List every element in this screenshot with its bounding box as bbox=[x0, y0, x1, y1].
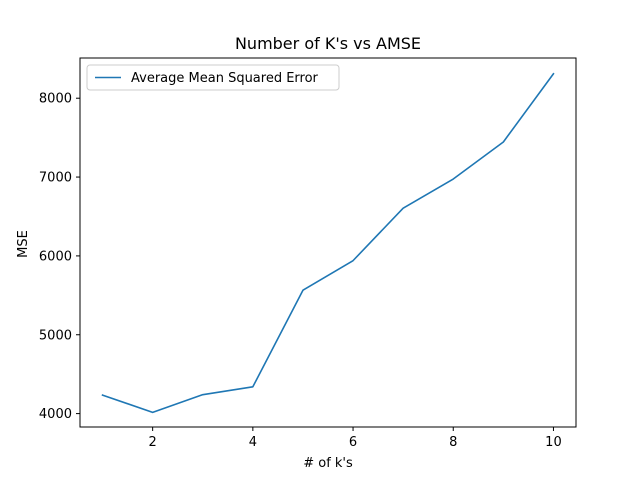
chart-title: Number of K's vs AMSE bbox=[235, 34, 421, 53]
series-line bbox=[101, 72, 555, 414]
axes-frame bbox=[79, 57, 577, 428]
legend: Average Mean Squared Error bbox=[86, 64, 340, 91]
y-tick-label: 5000 bbox=[39, 328, 72, 343]
x-axis-label: # of k's bbox=[303, 456, 353, 471]
y-tick-label: 8000 bbox=[39, 92, 72, 107]
legend-label: Average Mean Squared Error bbox=[131, 71, 319, 86]
x-tick-label: 4 bbox=[249, 435, 257, 450]
y-tick-label: 4000 bbox=[39, 407, 72, 422]
x-tick-label: 6 bbox=[349, 435, 357, 450]
y-tick-label: 6000 bbox=[39, 249, 72, 264]
x-tick-label: 2 bbox=[149, 435, 157, 450]
legend-box bbox=[86, 64, 340, 91]
plot-area: 2 4 6 8 10 4000 5000 6000 7000 8000 bbox=[39, 57, 577, 450]
x-tick-label: 10 bbox=[545, 435, 562, 450]
y-axis-label: MSE bbox=[16, 230, 31, 258]
y-tick-label: 7000 bbox=[39, 171, 72, 186]
x-tick-label: 8 bbox=[449, 435, 457, 450]
